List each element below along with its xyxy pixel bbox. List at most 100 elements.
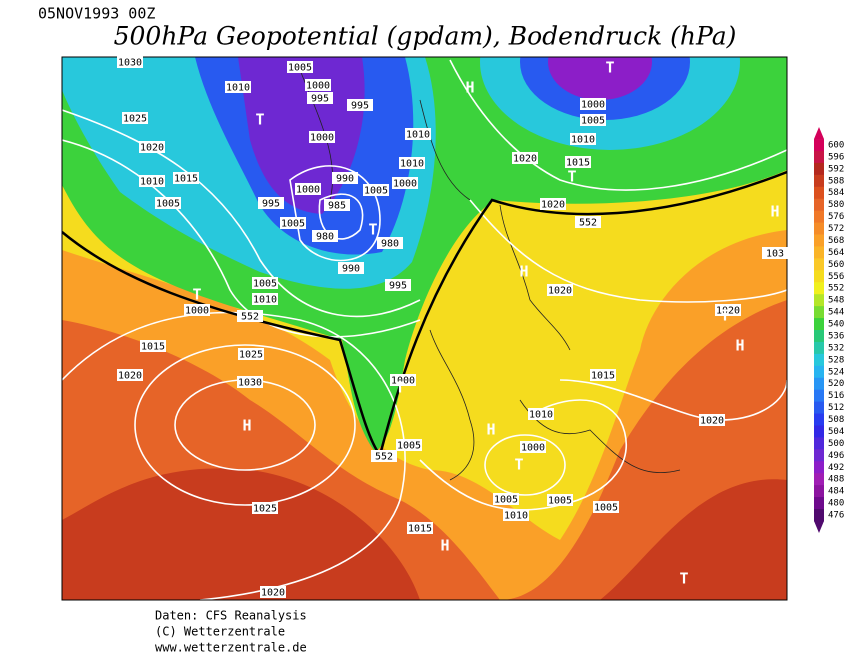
footer-line: Daten: CFS Reanalysis (155, 609, 307, 623)
isobar-label-box (540, 198, 566, 210)
isobar-label: 995 (262, 199, 280, 210)
colorbar-label: 572 (828, 224, 844, 234)
isobar-label: 1000 (581, 100, 605, 111)
isobar-label-box (396, 439, 422, 451)
isobar-label-box (324, 199, 350, 211)
colorbar-cell (814, 413, 824, 426)
isobar-label: 1020 (261, 588, 285, 599)
isobar-label-box (237, 376, 263, 388)
isobar-label-box (399, 157, 425, 169)
colorbar-cell (814, 377, 824, 391)
isobar-label: 1005 (548, 496, 572, 507)
isobar-label-box (140, 340, 166, 352)
isobar-label: 1030 (238, 378, 262, 389)
isobar-label: 1000 (310, 133, 334, 144)
isobar-label-box (547, 284, 573, 296)
colorbar-label: 540 (828, 320, 844, 330)
isobar-label: 995 (311, 94, 329, 105)
pressure-center: T (567, 168, 576, 186)
isobar-label: 1010 (140, 177, 164, 188)
colorbar-cell (814, 497, 824, 510)
isobar-label-box (225, 81, 251, 93)
isobar-label-box (371, 450, 397, 462)
isobar-label-box (237, 310, 263, 322)
colorbar-cell (814, 198, 824, 212)
isobar-label-box (312, 230, 338, 242)
pressure-center: H (465, 79, 474, 97)
isobar-label: 1000 (296, 185, 320, 196)
isobar-label-box (309, 131, 335, 143)
isobar-label-box (332, 172, 358, 184)
colorbar-label: 532 (828, 343, 844, 353)
isobar-label: 1000 (521, 443, 545, 454)
isobar-label: 1000 (393, 179, 417, 190)
colorbar-label: 492 (828, 463, 844, 473)
isobar-label: 1015 (174, 174, 198, 185)
isobar-label-box (377, 237, 403, 249)
isobar-label-box (520, 441, 546, 453)
isobar-label-box (405, 128, 431, 140)
isobar-label: 1020 (118, 371, 142, 382)
isobar-label: 1020 (700, 416, 724, 427)
colorbar-label: 568 (828, 236, 844, 246)
isobar-label-box (503, 509, 529, 521)
isobar-label: 1010 (226, 83, 250, 94)
colorbar-label: 564 (828, 248, 844, 258)
pressure-center: T (514, 456, 523, 474)
isobar-label-box (155, 197, 181, 209)
isobar-label-box (122, 112, 148, 124)
colorbar-label: 476 (828, 511, 844, 521)
colorbar-cap-bottom (814, 520, 824, 533)
colorbar-label: 484 (828, 487, 844, 497)
pressure-center: H (486, 421, 495, 439)
map-labels: 1030 1010 1005 1000 995 995 1025 1020 1010 1015 10… (117, 56, 788, 599)
isobar-label: 552 (241, 312, 259, 323)
isobar-label-box (385, 279, 411, 291)
isobar-label-box (407, 522, 433, 534)
map-field (62, 57, 787, 600)
isobar-label-box (139, 141, 165, 153)
isobar-label: 1025 (253, 504, 277, 515)
colorbar-cell (814, 270, 824, 283)
isobar-label: 980 (381, 239, 399, 250)
footer-line: (C) Wetterzentrale (155, 625, 285, 639)
isobar-label-box (580, 98, 606, 110)
isobar-label-box (565, 156, 591, 168)
pressure-center: T (605, 59, 614, 77)
isobar-label-box (260, 586, 286, 598)
colorbar-label: 596 (828, 152, 844, 162)
isobar-label-box (117, 369, 143, 381)
map-title: 500hPa Geopotential (gpdam), Bodendruck … (114, 22, 737, 51)
isobar-label: 1020 (548, 286, 572, 297)
pressure-center: T (192, 286, 201, 304)
isobar-label: 1005 (397, 441, 421, 452)
colorbar-label: 556 (828, 272, 844, 282)
colorbar-cell (814, 353, 824, 367)
pressure-center: H (770, 203, 779, 221)
isobar-label: 990 (336, 174, 354, 185)
isobar-label: 1010 (253, 295, 277, 306)
isobar-label: 1005 (494, 495, 518, 506)
coastlines (299, 69, 681, 481)
colorbar-cell (814, 282, 824, 295)
isobar-label: 1025 (123, 114, 147, 125)
isobar-label-box (139, 175, 165, 187)
pressure-center: H (440, 537, 449, 555)
isobar-label-box (173, 172, 199, 184)
colorbar-label: 600 (828, 141, 844, 151)
colorbar-cap-top (814, 127, 824, 140)
colorbar-cell (814, 139, 824, 152)
colorbar-label: 536 (828, 331, 844, 341)
colorbar-label: 592 (828, 164, 844, 174)
colorbar-label: 548 (828, 296, 844, 306)
colorbar-label: 580 (828, 200, 844, 210)
isobar-label: 1025 (239, 350, 263, 361)
colorbar-label: 528 (828, 355, 844, 365)
isobar-label: 552 (375, 452, 393, 463)
isobar-label: 1020 (716, 306, 740, 317)
isobar-label: 1005 (594, 503, 618, 514)
colorbar-cell (814, 401, 824, 415)
isobar-label-box (307, 92, 333, 104)
